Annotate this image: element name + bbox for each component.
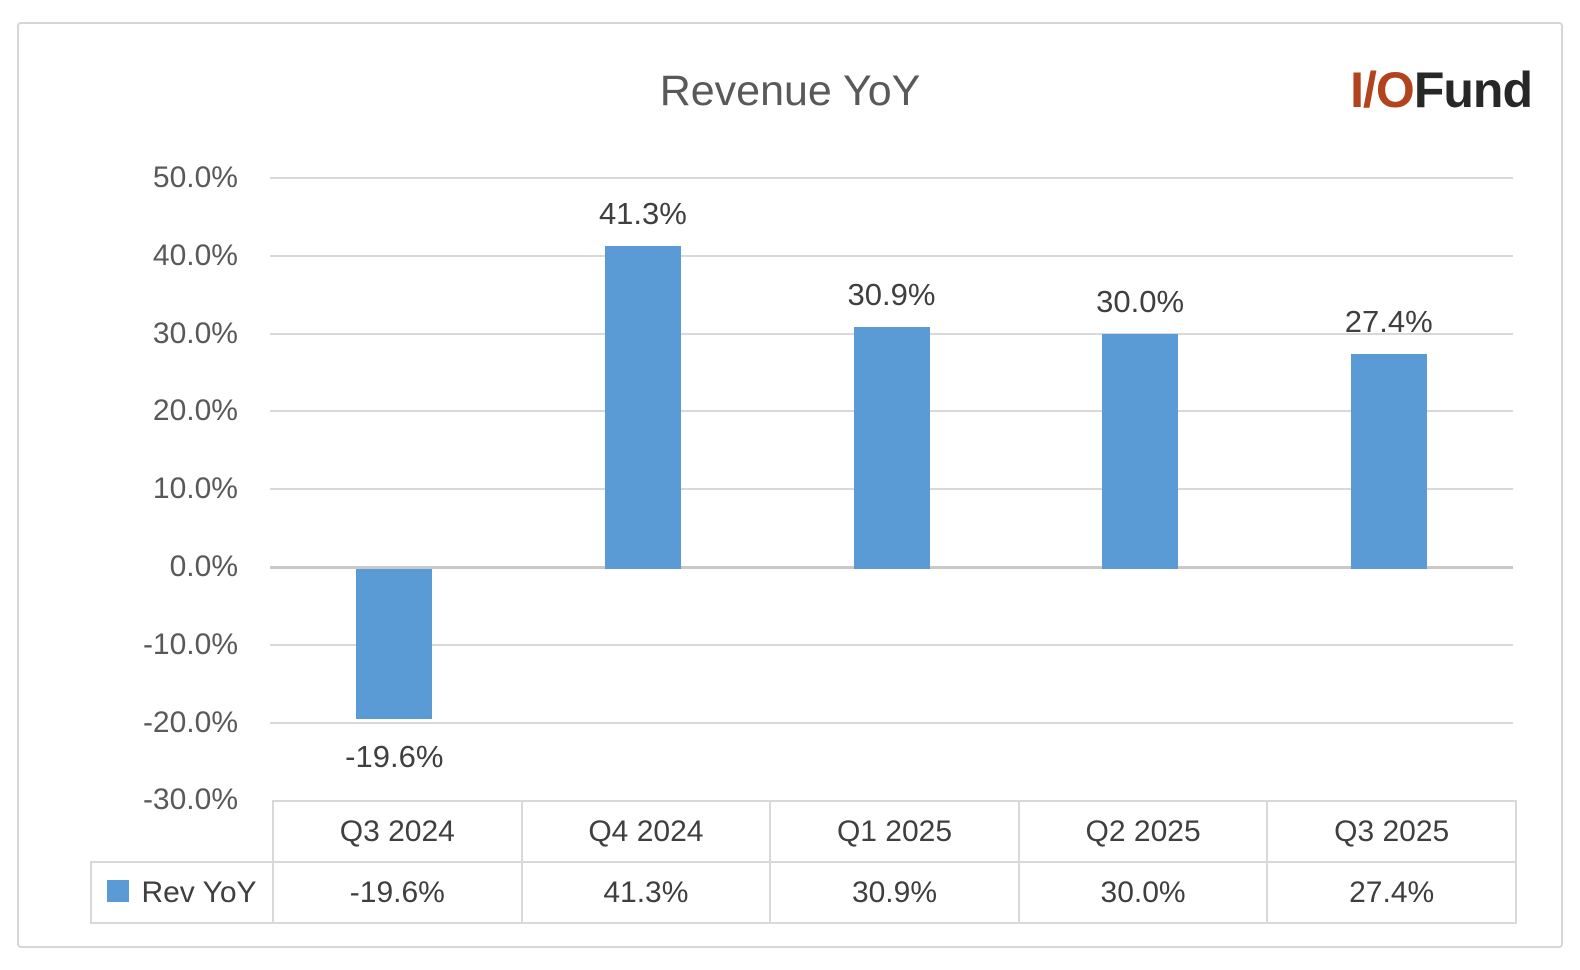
bar-q3-2024 [356,569,433,720]
y-axis-tick-label: -20.0% [142,705,238,739]
y-axis-tick-label: 50.0% [152,161,238,194]
table-header-cell: Q3 2024 [272,800,523,863]
legend-label: Rev YoY [141,876,257,910]
y-axis-tick-label: 40.0% [152,238,238,272]
gridline [270,177,1513,179]
legend-cell: Rev YoY [90,861,274,924]
chart-title: Revenue YoY [659,67,921,115]
logo-io-text: I/O [1350,62,1415,118]
y-axis-tick-label: 20.0% [152,394,238,428]
y-axis-tick-label: 30.0% [152,316,238,350]
logo-fund-text: Fund [1413,62,1533,118]
bar-value-label-q3-2024: -19.6% [345,739,444,775]
table-value-cell: 30.9% [769,861,1020,924]
chart-frame [17,22,1563,948]
table-value-cell: 41.3% [520,861,772,924]
table-value-cell: 30.0% [1017,861,1269,924]
bar-value-label-q1-2025: 30.9% [847,276,936,312]
bar-q2-2025 [1102,333,1179,569]
y-axis-tick-label: -30.0% [142,783,238,817]
table-value-cell: 27.4% [1266,861,1517,924]
y-axis-tick-label: 0.0% [169,550,238,583]
y-axis-tick-label: 10.0% [152,472,238,506]
table-value-cell: -19.6% [272,861,523,924]
legend-color-swatch-icon [107,879,130,902]
table-header-cell: Q4 2024 [520,800,772,863]
y-axis-tick-label: -10.0% [142,627,238,661]
bar-value-label-q2-2025: 30.0% [1096,283,1185,319]
gridline [270,643,1513,646]
table-header-cell: Q3 2025 [1266,800,1517,863]
data-table: Q3 2024 Q4 2024 Q1 2025 Q2 2025 Q3 2025 Rev Y… [90,800,1517,924]
bar-q4-2024 [604,245,681,569]
gridline [270,721,1513,724]
bar-q3-2025 [1350,353,1427,569]
bar-value-label-q4-2024: 41.3% [598,195,687,231]
bar-value-label-q3-2025: 27.4% [1344,303,1433,339]
gridline [270,254,1513,257]
table-header-cell: Q1 2025 [769,800,1020,863]
table-corner-cell [91,801,273,862]
bar-q1-2025 [853,326,930,569]
table-header-cell: Q2 2025 [1017,800,1269,863]
iofund-logo: I/OFund [1350,62,1533,118]
